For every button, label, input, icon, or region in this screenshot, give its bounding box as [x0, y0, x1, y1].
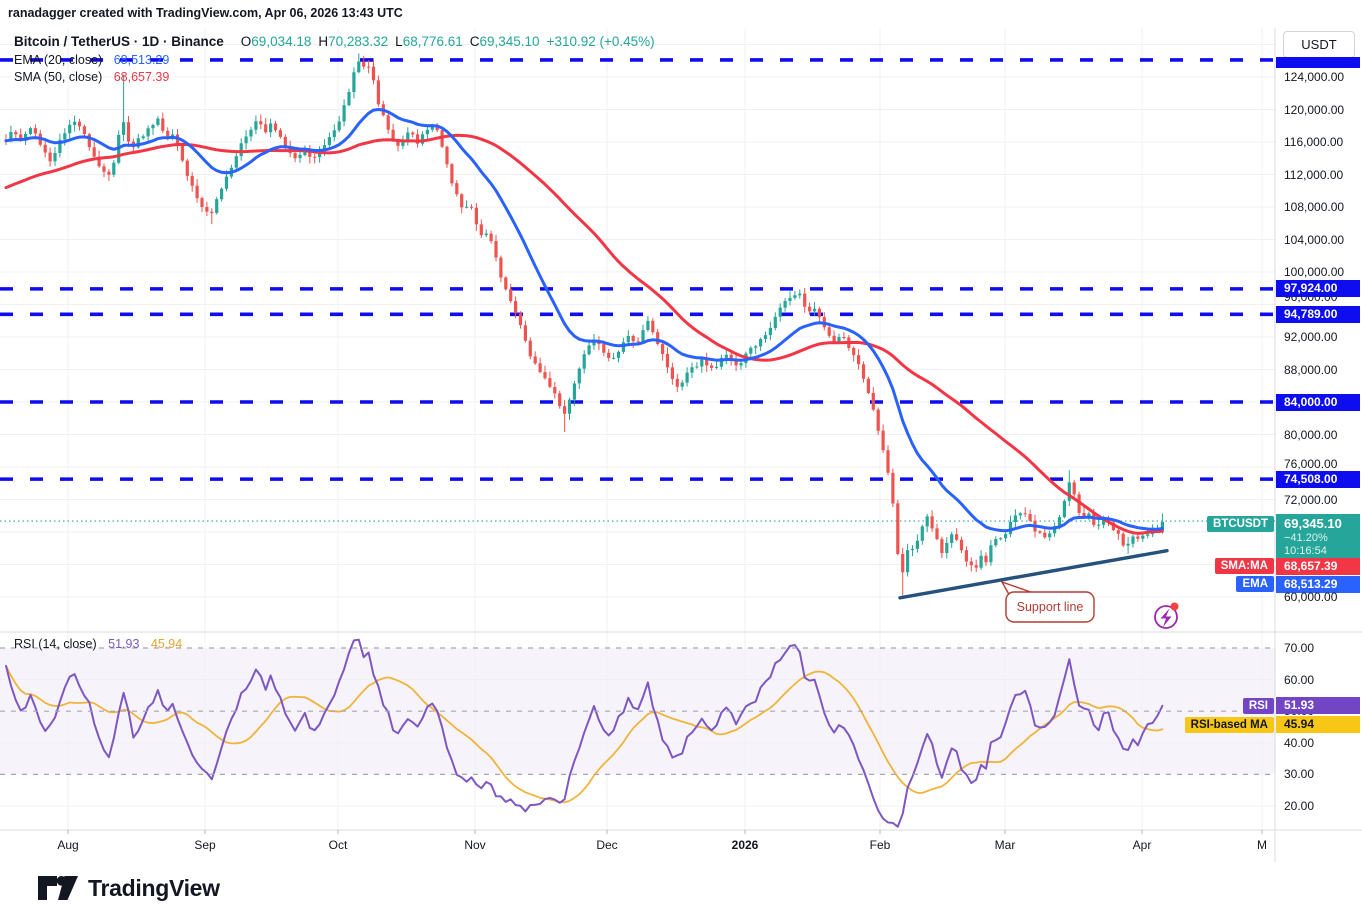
rsi-line — [5, 638, 1164, 828]
rsi-tick-label: 40.00 — [1284, 735, 1315, 750]
low-label: L — [395, 34, 403, 49]
sma-legend-label: SMA (50, close) — [14, 70, 103, 84]
price-level-axis-label: 84,000.00 — [1276, 393, 1360, 411]
up-candle-bodies — [9, 61, 1164, 573]
tradingview-logo[interactable]: TradingView — [36, 874, 220, 902]
support-trendline[interactable] — [898, 548, 1169, 600]
time-axis-label: Aug — [57, 838, 79, 852]
price-tick-label: 116,000.00 — [1284, 135, 1344, 149]
price-tick-label: 80,000.00 — [1284, 427, 1338, 442]
close-label: C — [469, 34, 480, 49]
price-tick-label: 72,000.00 — [1284, 492, 1338, 507]
sma-legend-row[interactable]: SMA (50, close) 68,657.39 — [14, 70, 169, 84]
rsi-tick-label: 60.00 — [1284, 672, 1315, 687]
sma-axis-label: 68,657.39 — [1276, 558, 1360, 575]
last-price-change-pct: −41.20% — [1284, 532, 1328, 544]
close-value: 69,345.10 — [479, 34, 540, 49]
time-axis-label: Sep — [194, 838, 216, 852]
ema-legend-row[interactable]: EMA (20, close) 68,513.29 — [14, 53, 169, 67]
bar-close-countdown: 10:16:54 — [1284, 545, 1327, 557]
rsi-legend-label: RSI (14, close) — [14, 637, 97, 651]
ema-line — [4, 108, 1164, 533]
rsi-tick-label: 50.00 — [1284, 704, 1315, 719]
gridlines — [0, 28, 1275, 830]
last-price-value: 69,345.10 — [1284, 516, 1342, 531]
sma-line — [4, 133, 1164, 535]
time-axis-label: 2026 — [731, 838, 759, 852]
rsi-pane — [5, 638, 1164, 828]
price-tick-label: 112,000.00 — [1284, 167, 1344, 182]
price-tick-label: 124,000.00 — [1284, 70, 1345, 84]
tradingview-logo-text: TradingView — [88, 874, 220, 901]
price-tick-label: 104,000.00 — [1284, 232, 1345, 247]
time-axis-label: Apr — [1132, 838, 1152, 852]
main-pane — [4, 53, 1164, 596]
price-level-axis-label: 74,508.00 — [1276, 470, 1360, 488]
price-level-axis-label: 97,924.00 — [1276, 280, 1360, 298]
price-tick-label: 92,000.00 — [1284, 330, 1338, 344]
time-axis-label: Oct — [328, 838, 348, 852]
price-tick-label: 108,000.00 — [1284, 200, 1345, 214]
rsi-ma-line — [5, 665, 1164, 804]
open-label: O — [240, 34, 252, 49]
price-tick-label: 60,000.00 — [1284, 590, 1338, 604]
price-level-axis-label: 94,789.00 — [1276, 305, 1360, 323]
rsi-ma-legend-value: 45.94 — [150, 637, 183, 651]
symbol-title: Bitcoin / TetherUS · 1D · Binance — [14, 34, 224, 49]
time-axis-label: Dec — [596, 838, 618, 852]
price-tick-label: 76,000.00 — [1284, 457, 1338, 471]
low-value: 68,776.61 — [402, 34, 463, 49]
last-price-axis-label: 69,345.10 −41.20% 10:16:54 — [1276, 514, 1360, 560]
flash-idea-icon[interactable] — [1154, 602, 1179, 629]
callout-bubble[interactable] — [1005, 591, 1095, 623]
time-axis-label: Mar — [994, 838, 1016, 852]
rsi-tick-label: 70.00 — [1284, 641, 1315, 655]
ema-axis-label: 68,513.29 — [1276, 576, 1360, 593]
currency-toggle-button[interactable]: USDT — [1283, 31, 1355, 58]
rsi-tick-label: 30.00 — [1284, 767, 1315, 782]
support-line-callout[interactable]: Support line — [1016, 600, 1084, 614]
rsi-legend-row[interactable]: RSI (14, close) 51.93 45.94 — [14, 637, 182, 651]
time-axis-label: Feb — [869, 838, 891, 852]
price-level-label-clipped — [1276, 57, 1360, 68]
time-axis-label: Nov — [464, 838, 486, 852]
price-tick-label: 120,000.00 — [1284, 102, 1345, 117]
price-tick-label: 88,000.00 — [1284, 362, 1338, 377]
tradingview-logo-icon — [38, 876, 78, 900]
sma-legend-value: 68,657.39 — [113, 70, 170, 84]
ema-legend-label: EMA (20, close) — [14, 53, 103, 67]
high-value: 70,283.32 — [328, 34, 389, 49]
price-tick-label: 100,000.00 — [1284, 265, 1345, 279]
rsi-tick-label: 20.00 — [1284, 799, 1315, 813]
pane-borders — [0, 28, 1362, 862]
high-label: H — [318, 34, 329, 49]
open-value: 69,034.18 — [251, 34, 312, 49]
ema-legend-value: 68,513.29 — [113, 53, 170, 67]
time-axis-label: M — [1257, 838, 1267, 852]
change-value: +310.92 (+0.45%) — [546, 34, 655, 49]
symbol-legend-row[interactable]: Bitcoin / TetherUS · 1D · Binance O69,034… — [14, 34, 655, 49]
rsi-legend-value: 51.93 — [108, 637, 140, 651]
